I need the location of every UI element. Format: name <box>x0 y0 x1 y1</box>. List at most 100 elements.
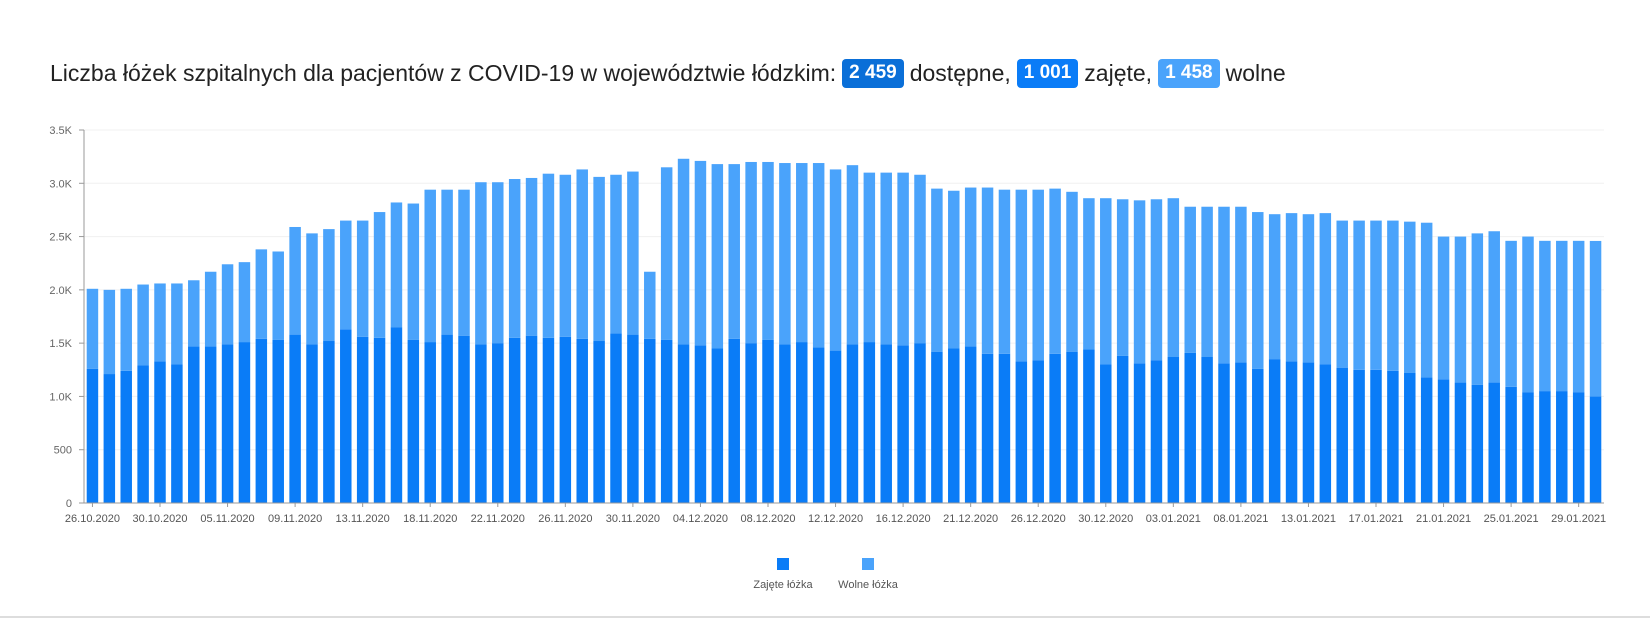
x-tick-label: 26.11.2020 <box>538 513 592 525</box>
bar-free <box>86 288 99 369</box>
bar-occupied <box>137 365 149 503</box>
bar-occupied <box>1116 355 1129 503</box>
bar-occupied <box>171 364 183 503</box>
x-tick-label: 26.10.2020 <box>65 513 120 525</box>
free-badge: 1 458 <box>1158 59 1220 88</box>
bar-occupied <box>1505 386 1517 503</box>
bar-occupied <box>576 338 588 503</box>
bar-free <box>914 174 926 344</box>
bar-free <box>1116 199 1129 356</box>
bar-free <box>1235 206 1247 363</box>
bar-free <box>356 220 369 337</box>
bar-occupied <box>829 350 842 503</box>
bar-free <box>1471 233 1484 385</box>
bar-free <box>829 169 842 351</box>
y-tick-label: 1.0K <box>49 391 72 403</box>
bar-free <box>863 172 876 343</box>
bar-occupied <box>323 341 335 503</box>
bar-occupied <box>1420 377 1433 503</box>
bar-free <box>1100 198 1112 365</box>
bar-free <box>559 174 572 337</box>
bar-occupied <box>407 339 420 503</box>
bar-occupied <box>1285 361 1298 503</box>
bar-free <box>1184 206 1196 353</box>
legend-swatch <box>777 558 789 570</box>
bar-free <box>998 189 1011 354</box>
x-tick-label: 05.11.2020 <box>200 513 254 525</box>
available-badge: 2 459 <box>842 59 904 88</box>
x-tick-label: 16.12.2020 <box>876 513 931 525</box>
bar-free <box>1420 222 1433 378</box>
bar-free <box>492 182 504 344</box>
bar-free <box>627 171 639 335</box>
bar-free <box>255 249 268 339</box>
bar-free <box>204 271 217 347</box>
y-tick-label: 3.5K <box>49 125 72 137</box>
bar-occupied <box>694 345 707 503</box>
bar-occupied <box>559 336 572 503</box>
chart-title: Liczba łóżek szpitalnych dla pacjentów z… <box>50 59 1286 88</box>
bar-free <box>424 189 436 343</box>
x-tick-label: 13.11.2020 <box>336 513 390 525</box>
x-tick-label: 08.01.2021 <box>1213 513 1268 525</box>
y-tick-label: 3.0K <box>49 178 72 190</box>
bar-occupied <box>846 344 859 503</box>
bar-occupied <box>1133 363 1146 503</box>
occupied-badge: 1 001 <box>1016 59 1079 88</box>
bar-occupied <box>1015 361 1028 503</box>
bar-occupied <box>677 344 690 503</box>
bar-occupied <box>931 351 943 503</box>
bar-free <box>981 187 994 354</box>
bar-occupied <box>1201 356 1213 503</box>
bar-occupied <box>1471 384 1484 503</box>
bar-free <box>441 189 453 335</box>
bar-free <box>1556 240 1568 392</box>
bar-free <box>694 160 707 346</box>
bar-occupied <box>728 338 740 503</box>
bar-free <box>593 176 605 342</box>
x-tick-label: 26.12.2020 <box>1011 513 1066 525</box>
bar-occupied <box>1100 364 1112 503</box>
bar-occupied <box>745 343 757 503</box>
bar-free <box>1353 220 1365 370</box>
bar-occupied <box>238 342 251 503</box>
bar-free <box>1133 200 1146 364</box>
x-tick-label: 04.12.2020 <box>673 513 728 525</box>
x-tick-label: 22.11.2020 <box>471 513 525 525</box>
bar-occupied <box>542 337 555 503</box>
bar-free <box>120 288 132 371</box>
bar-occupied <box>1252 368 1264 503</box>
bar-free <box>1015 189 1028 362</box>
bar-free <box>1454 236 1467 383</box>
bar-occupied <box>424 342 436 503</box>
bar-free <box>677 158 690 345</box>
bar-occupied <box>812 347 825 503</box>
bar-free <box>1505 240 1517 387</box>
bar-free <box>745 161 757 344</box>
bar-occupied <box>1268 359 1281 503</box>
bar-occupied <box>1336 367 1348 503</box>
bar-free <box>407 203 420 340</box>
bar-free <box>1049 188 1061 354</box>
bar-free <box>931 188 943 352</box>
bar-free <box>1032 189 1044 361</box>
bar-free <box>1336 220 1348 368</box>
x-tick-label: 17.01.2021 <box>1348 513 1403 525</box>
bar-occupied <box>1353 369 1365 503</box>
bar-occupied <box>1218 363 1230 503</box>
bar-occupied <box>610 333 622 503</box>
bar-occupied <box>1387 370 1399 503</box>
available-label: dostępne, <box>909 60 1011 86</box>
bar-occupied <box>204 346 217 503</box>
bar-occupied <box>880 344 892 503</box>
x-tick-label: 21.01.2021 <box>1416 513 1471 525</box>
bar-free <box>644 271 656 339</box>
x-tick-label: 03.01.2021 <box>1146 513 1201 525</box>
bar-free <box>1201 206 1213 357</box>
bar-occupied <box>1184 352 1196 503</box>
bar-free <box>576 169 588 339</box>
bar-free <box>103 289 116 375</box>
bar-occupied <box>897 345 909 503</box>
bar-occupied <box>779 344 791 503</box>
